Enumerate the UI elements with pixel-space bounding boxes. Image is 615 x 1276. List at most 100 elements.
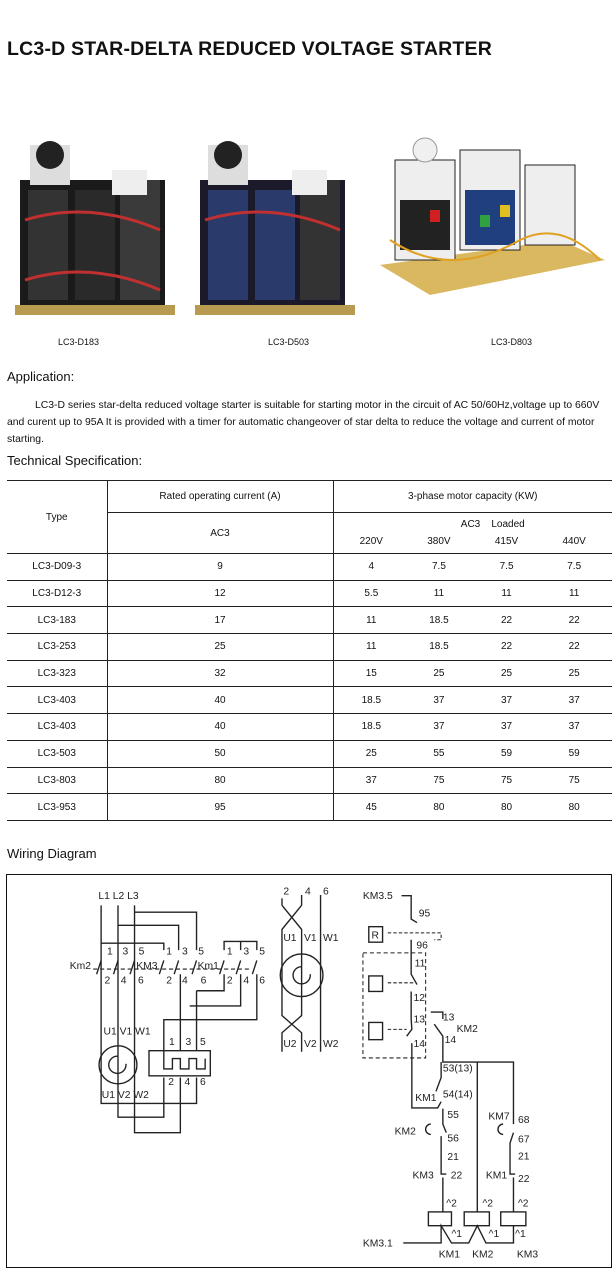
diagram-label: 5 — [259, 947, 265, 958]
cell-value: 11 — [366, 614, 377, 626]
diagram-label: 22 — [518, 1174, 530, 1185]
product-caption: LC3-D503 — [268, 337, 310, 347]
cell-value: 18.5 — [361, 721, 382, 733]
cell-capacity: 11 18.5 22 22 — [333, 633, 612, 661]
diagram-label: 6 — [138, 976, 144, 987]
spec-heading: Technical Specification: — [7, 453, 143, 468]
diagram-label: V1 — [304, 933, 317, 944]
diagram-label: 2 — [166, 976, 172, 987]
cell-type: LC3-D12-3 — [7, 579, 108, 607]
cell-value: 37 — [365, 774, 377, 786]
diagram-label: KM3.1 — [363, 1238, 393, 1249]
table-row: LC3-803 80 37 75 75 75 — [7, 766, 612, 794]
cell-value: 4 — [368, 561, 375, 573]
cell-value: 59 — [568, 748, 580, 760]
cell-type: LC3-503 — [7, 739, 108, 767]
cell-value: 80 — [107, 766, 334, 794]
header-voltage: 380V — [427, 536, 451, 547]
diagram-label: 96 — [416, 941, 428, 952]
diagram-label: 5 — [139, 947, 145, 958]
diagram-label: ^1 — [515, 1229, 526, 1240]
header-current: Rated operating current (A) — [107, 480, 334, 513]
diagram-label: 6 — [200, 1077, 206, 1088]
table-row: LC3-253 25 11 18.5 22 22 — [7, 633, 612, 661]
cell-value: 37 — [568, 694, 580, 706]
cell-value: 75 — [433, 774, 445, 786]
cell-value: 22 — [568, 641, 580, 653]
cell-type: LC3-803 — [7, 766, 108, 794]
cell-type: LC3-253 — [7, 633, 108, 661]
cell-type: LC3-D09-3 — [7, 553, 108, 581]
table-row: LC3-D09-3 9 4 7.5 7.5 7.5 — [7, 553, 612, 581]
diagram-label: 4 — [243, 976, 249, 987]
diagram-label: KM2 — [395, 1126, 416, 1137]
diagram-label: 3 — [122, 947, 128, 958]
diagram-label: 6 — [323, 886, 329, 897]
cell-value: 11 — [433, 588, 445, 600]
cell-value: 17 — [107, 606, 334, 634]
diagram-label: U1 V2 W2 — [102, 1090, 149, 1101]
application-text: LC3-D series star-delta reduced voltage … — [7, 400, 600, 445]
table-row: LC3-D12-3 12 5.5 11 11 11 — [7, 579, 612, 607]
wiring-heading: Wiring Diagram — [7, 846, 97, 861]
cell-value: 5.5 — [364, 588, 379, 600]
product-photo-lc3-d183 — [15, 141, 175, 315]
diagram-label: 6 — [259, 976, 265, 987]
diagram-label: 14 — [445, 1035, 457, 1046]
diagram-label: W2 — [323, 1039, 339, 1050]
diagram-label: 2 — [105, 976, 111, 987]
cell-value: 32 — [107, 659, 334, 687]
diagram-label: 4 — [182, 976, 188, 987]
cell-value: 55 — [433, 748, 445, 760]
spec-table: Type Rated operating current (A) 3-phase… — [7, 480, 612, 821]
diagram-label: KM3.5 — [363, 891, 393, 902]
table-row: LC3-953 95 45 80 80 80 — [7, 793, 612, 821]
cell-value: 12 — [107, 579, 334, 607]
diagram-label: 1 — [227, 947, 233, 958]
cell-value: 37 — [501, 721, 513, 733]
diagram-label: 4 — [305, 886, 311, 897]
diagram-label: U1 V1 W1 — [104, 1027, 151, 1038]
cell-capacity: 45 80 80 80 — [333, 793, 612, 821]
header-voltage: 440V — [562, 536, 586, 547]
diagram-label: KM1 — [415, 1093, 436, 1104]
diagram-label: 4 — [121, 976, 127, 987]
diagram-label: 1 — [166, 947, 172, 958]
table-row: LC3-503 50 25 55 59 59 — [7, 739, 612, 767]
diagram-label: Km1 — [198, 961, 219, 972]
cell-value: 80 — [433, 801, 445, 813]
diagram-label: 2 — [227, 976, 233, 987]
diagram-label: 6 — [201, 976, 207, 987]
diagram-label: 3 — [182, 947, 188, 958]
header-voltage: 415V — [494, 536, 519, 547]
diagram-label: 4 — [184, 1077, 190, 1088]
cell-value: 75 — [501, 774, 513, 786]
cell-value: 80 — [501, 801, 513, 813]
cell-value: 75 — [568, 774, 580, 786]
cell-value: 37 — [501, 694, 513, 706]
cell-value: 18.5 — [429, 641, 449, 653]
cell-value: 37 — [433, 694, 445, 706]
diagram-label: 13 — [414, 1014, 426, 1025]
cell-type: LC3-323 — [7, 659, 108, 687]
cell-value: 22 — [501, 614, 513, 626]
diagram-label: 2 — [168, 1077, 174, 1088]
cell-value: 18.5 — [429, 614, 449, 626]
cell-value: 7.5 — [431, 561, 446, 573]
diagram-label: 5 — [198, 947, 204, 958]
cell-value: 59 — [501, 748, 513, 760]
cell-value: 25 — [501, 668, 513, 680]
diagram-label: KM2 — [472, 1249, 493, 1260]
cell-capacity: 37 75 75 75 — [333, 766, 612, 794]
cell-value: 80 — [568, 801, 580, 813]
diagram-label: KM2 — [457, 1024, 478, 1035]
header-capacity: 3-phase motor capacity (KW) — [333, 480, 612, 513]
diagram-label: 54(14) — [443, 1090, 473, 1101]
product-caption: LC3-D183 — [58, 337, 100, 347]
table-row: LC3-403 40 18.5 37 37 37 — [7, 686, 612, 714]
diagram-label: 21 — [518, 1152, 530, 1163]
diagram-label: KM3 — [517, 1249, 538, 1260]
diagram-label: ^1 — [451, 1229, 462, 1240]
product-photo-lc3-d503 — [195, 141, 355, 315]
diagram-label: 21 — [447, 1152, 459, 1163]
